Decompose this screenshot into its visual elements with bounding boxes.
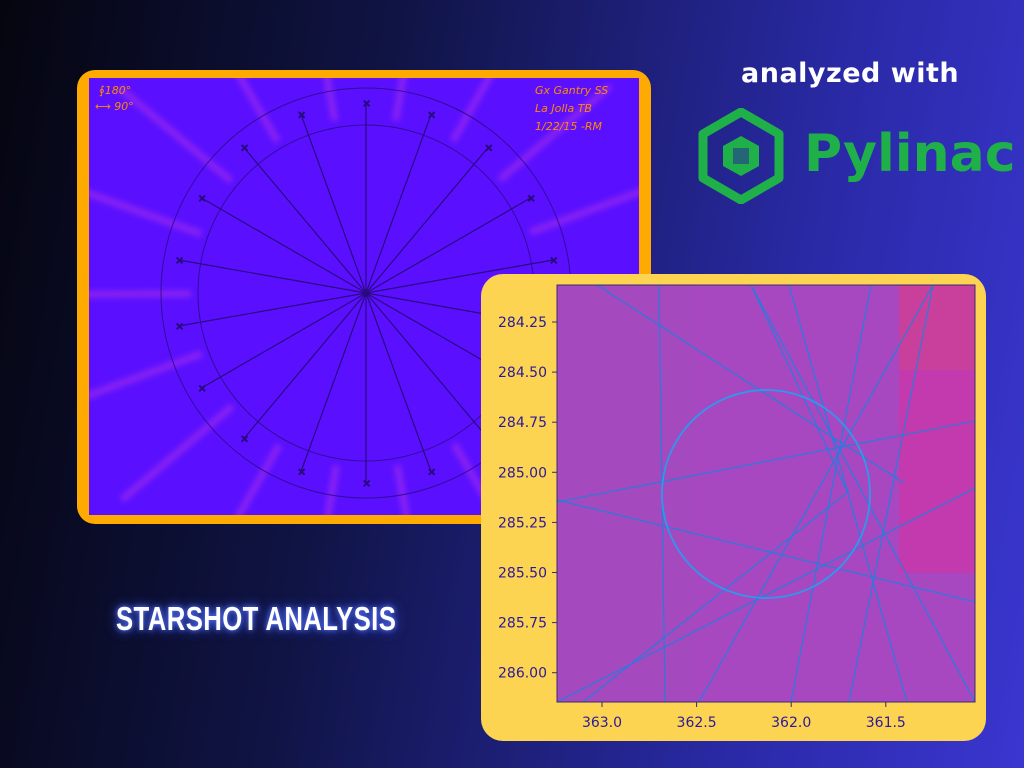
y-tick-label: 285.50 [498, 566, 547, 582]
x-tick-label: 361.5 [866, 715, 906, 731]
svg-text:×: × [198, 194, 206, 205]
page-title: STARSHOT ANALYSIS [116, 600, 397, 637]
x-tick-label: 362.5 [677, 715, 717, 731]
y-tick-label: 286.00 [498, 666, 547, 682]
y-tick-label: 284.25 [498, 315, 547, 331]
zoom-plot: 284.25 284.50 284.75 285.00 285.25 285.50 285.… [498, 284, 976, 731]
svg-text:×: × [198, 384, 206, 395]
y-axis: 284.25 284.50 284.75 285.00 285.25 285.50 285.… [498, 315, 557, 682]
y-tick-label: 285.00 [498, 465, 547, 481]
y-tick-label: 285.25 [498, 515, 547, 531]
annotation-line: ⟷ 90° [95, 100, 134, 113]
svg-text:×: × [428, 110, 436, 121]
svg-text:×: × [175, 322, 183, 333]
pylinac-brand-name: Pylinac [804, 124, 1016, 184]
svg-text:×: × [298, 110, 306, 121]
svg-text:×: × [527, 194, 535, 205]
svg-text:×: × [550, 256, 558, 267]
annotation-top-left: ∮180° ⟷ 90° [95, 84, 134, 113]
zoom-plot-panel: 284.25 284.50 284.75 285.00 285.25 285.50 285.… [481, 274, 986, 741]
svg-text:×: × [363, 99, 371, 110]
annotation-top-right: Gx Gantry SS La Jolla TB 1/22/15 -RM [535, 84, 608, 133]
svg-text:×: × [428, 467, 436, 478]
svg-text:×: × [240, 143, 248, 154]
annotation-line: ∮180° [99, 84, 131, 97]
svg-text:×: × [363, 479, 371, 490]
annotation-line: 1/22/15 -RM [535, 120, 603, 133]
annotation-line: La Jolla TB [535, 102, 592, 115]
svg-text:×: × [298, 467, 306, 478]
pylinac-logo-icon [698, 108, 784, 204]
x-tick-label: 362.0 [771, 715, 811, 731]
svg-text:×: × [175, 256, 183, 267]
annotation-line: Gx Gantry SS [535, 84, 608, 97]
y-tick-label: 284.50 [498, 365, 547, 381]
analyzed-with-label: analyzed with [741, 58, 960, 89]
x-axis: 363.0 362.5 362.0 361.5 [582, 702, 906, 731]
svg-text:×: × [485, 143, 493, 154]
x-tick-label: 363.0 [582, 715, 622, 731]
y-tick-label: 285.75 [498, 616, 547, 632]
y-tick-label: 284.75 [498, 415, 547, 431]
svg-text:×: × [240, 434, 248, 445]
